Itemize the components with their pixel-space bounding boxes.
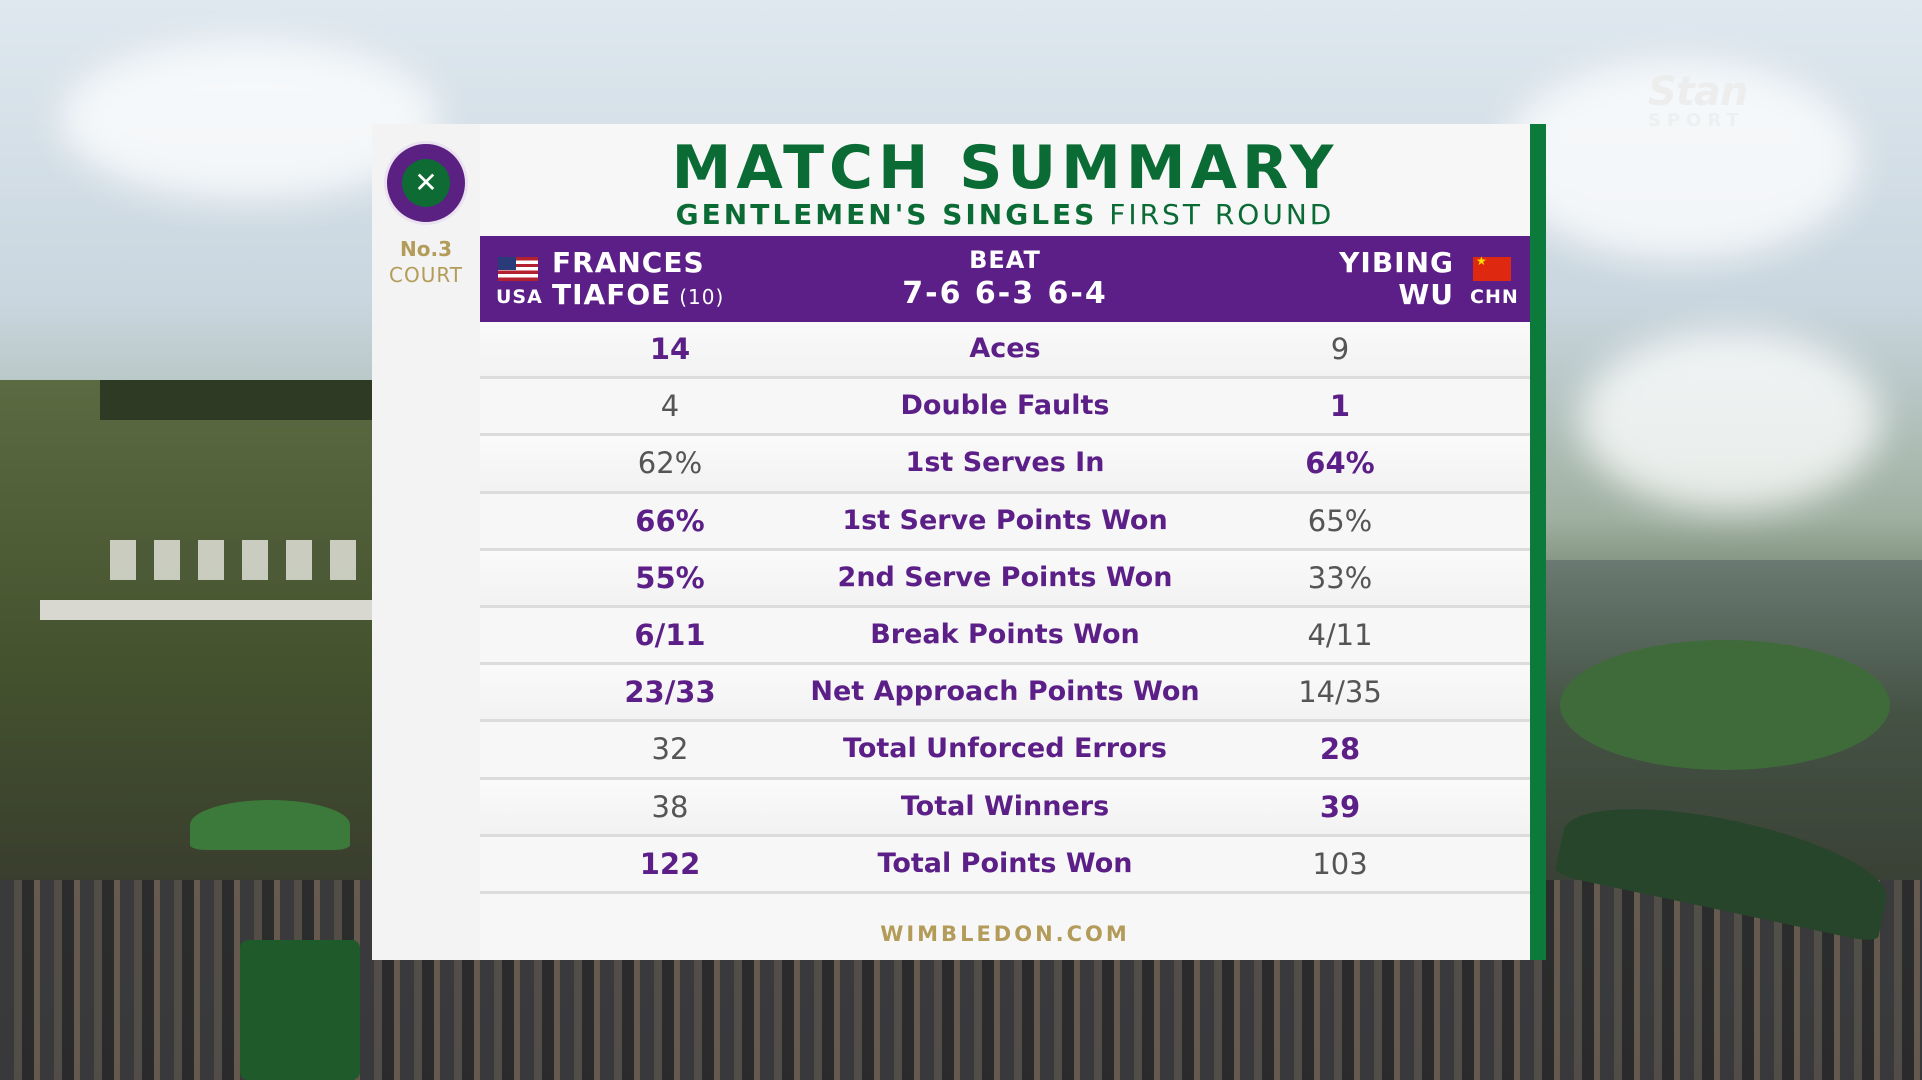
background-cloud xyxy=(1580,330,1880,510)
court-label: No.3 COURT xyxy=(372,236,480,288)
stat-row: 62% 1st Serves In 64% xyxy=(480,436,1530,494)
match-summary-panel: ✕ No.3 COURT MATCH SUMMARY GENTLEMEN'S S… xyxy=(372,124,1546,960)
stat-label: Total Points Won xyxy=(877,847,1133,879)
footer-site: WIMBLEDON.COM xyxy=(880,922,1130,946)
stat-row: 23/33 Net Approach Points Won 14/35 xyxy=(480,665,1530,723)
broadcaster-logo: Stan SPORT xyxy=(1648,69,1748,131)
stats-table: 14 Aces 9 4 Double Faults 1 62% 1st Serves In… xyxy=(480,322,1530,894)
player1-stat-value: 122 xyxy=(639,846,701,881)
player1-stat-value: 55% xyxy=(635,560,705,595)
stat-label: Aces xyxy=(969,333,1041,364)
stat-row: 32 Total Unforced Errors 28 xyxy=(480,722,1530,780)
player2-stat-value: 64% xyxy=(1305,446,1375,481)
player2-stat-value: 4/11 xyxy=(1307,617,1373,652)
player1-first-name: FRANCES xyxy=(552,246,705,279)
stat-label: Double Faults xyxy=(900,390,1110,422)
wimbledon-logo: ✕ xyxy=(384,141,468,225)
panel-main: MATCH SUMMARY GENTLEMEN'S SINGLES FIRST … xyxy=(480,124,1530,960)
player2-stat-value: 28 xyxy=(1319,732,1361,767)
player2-stat-value: 1 xyxy=(1329,389,1351,424)
panel-sidebar: ✕ No.3 COURT xyxy=(372,124,480,960)
player1-country: USA xyxy=(496,286,543,308)
player2-stat-value: 14/35 xyxy=(1298,675,1382,710)
player2-stat-value: 103 xyxy=(1312,846,1368,881)
usa-flag-icon xyxy=(498,257,538,281)
player1-stat-value: 38 xyxy=(651,789,689,824)
stat-label: Net Approach Points Won xyxy=(810,676,1200,708)
court-number: No.3 xyxy=(400,237,452,261)
round-name: FIRST ROUND xyxy=(1109,198,1335,231)
player2-stat-value: 9 xyxy=(1330,332,1350,366)
result-label: BEAT xyxy=(969,246,1041,274)
player2-last-name: WU xyxy=(1398,278,1454,311)
player1-stat-value: 4 xyxy=(660,389,680,424)
player2-first-name: YIBING xyxy=(1339,246,1454,279)
court-word: COURT xyxy=(388,263,463,287)
stat-label: Total Winners xyxy=(900,790,1110,822)
broadcaster-name: Stan xyxy=(1648,69,1748,115)
stat-label: Break Points Won xyxy=(870,618,1140,650)
broadcaster-sub: SPORT xyxy=(1648,110,1745,131)
background-tree xyxy=(1560,640,1890,770)
player1-last-name: TIAFOE xyxy=(552,278,672,311)
player1-stat-value: 32 xyxy=(651,732,689,767)
stat-label: 2nd Serve Points Won xyxy=(837,561,1173,593)
player2-stat-value: 39 xyxy=(1319,789,1361,824)
panel-subtitle: GENTLEMEN'S SINGLES FIRST ROUND xyxy=(480,195,1530,235)
match-score: 7-6 6-3 6-4 xyxy=(902,276,1108,311)
player1-last-name-line: TIAFOE (10) xyxy=(552,278,724,311)
score-bar: USA FRANCES TIAFOE (10) BEAT 7-6 6-3 6-4 … xyxy=(480,236,1530,322)
stat-row: 55% 2nd Serve Points Won 33% xyxy=(480,550,1530,608)
background-umbrella xyxy=(190,800,350,850)
player1-stat-value: 66% xyxy=(635,503,705,538)
panel-green-edge xyxy=(1530,124,1546,960)
stat-label: 1st Serve Points Won xyxy=(842,504,1168,536)
wimbledon-crossed-rackets-icon: ✕ xyxy=(402,159,450,207)
player2-stat-value: 65% xyxy=(1307,503,1373,538)
background-cloud xyxy=(1500,60,1860,260)
stat-row: 4 Double Faults 1 xyxy=(480,379,1530,437)
stat-row: 122 Total Points Won 103 xyxy=(480,836,1530,894)
stat-row: 14 Aces 9 xyxy=(480,322,1530,380)
stat-row: 38 Total Winners 39 xyxy=(480,779,1530,837)
event-name: GENTLEMEN'S SINGLES xyxy=(675,198,1098,231)
stat-label: Total Unforced Errors xyxy=(843,733,1167,765)
player1-stat-value: 6/11 xyxy=(634,617,706,652)
player2-stat-value: 33% xyxy=(1307,560,1373,595)
panel-title: MATCH SUMMARY xyxy=(671,133,1339,203)
background-kiosk xyxy=(240,940,360,1080)
stat-label: 1st Serves In xyxy=(905,447,1105,479)
player1-seed: (10) xyxy=(679,285,725,309)
player1-stat-value: 62% xyxy=(637,446,703,481)
player1-stat-value: 14 xyxy=(649,332,691,366)
china-flag-icon xyxy=(1473,254,1511,281)
player2-country: CHN xyxy=(1470,286,1519,308)
stat-row: 66% 1st Serve Points Won 65% xyxy=(480,493,1530,551)
stat-row: 6/11 Break Points Won 4/11 xyxy=(480,607,1530,666)
player1-stat-value: 23/33 xyxy=(624,675,716,710)
